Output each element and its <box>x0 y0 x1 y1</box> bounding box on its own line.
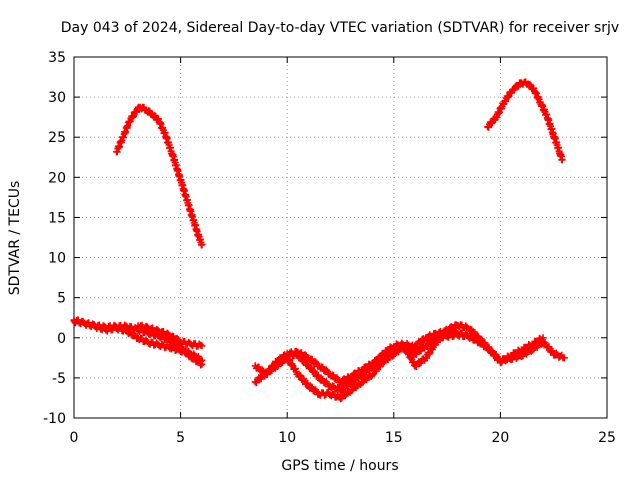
y-tick-label: 5 <box>57 291 66 307</box>
y-tick-label: 20 <box>48 170 66 186</box>
plot-area-frame <box>73 56 608 419</box>
y-axis-label: SDTVAR / TECUs <box>7 181 23 296</box>
data-markers <box>484 78 566 164</box>
data-markers <box>134 321 206 350</box>
data-markers <box>411 327 483 350</box>
y-tick-label: 35 <box>48 50 66 66</box>
x-tick-label: 5 <box>176 430 185 446</box>
series-mid-3 <box>283 346 398 387</box>
series-arc-2 <box>484 78 566 164</box>
data-markers <box>113 103 206 249</box>
chart-title: Day 043 of 2024, Sidereal Day-to-day VTE… <box>61 20 619 36</box>
x-tick-label: 10 <box>278 430 296 446</box>
axis-ticks <box>73 56 608 419</box>
x-tick-label: 15 <box>385 430 403 446</box>
y-tick-label: 25 <box>48 130 66 146</box>
series-low-2 <box>70 316 206 365</box>
x-tick-label: 0 <box>70 430 79 446</box>
grid <box>74 57 607 418</box>
series-arc-1 <box>113 103 206 249</box>
data-markers <box>283 346 398 387</box>
y-tick-label: 30 <box>48 90 66 106</box>
x-tick-label: 25 <box>598 430 616 446</box>
y-tick-label: 0 <box>57 331 66 347</box>
y-tick-label: -5 <box>52 371 66 387</box>
series-late-3 <box>411 327 483 350</box>
x-tick-label: 20 <box>491 430 509 446</box>
data-markers <box>70 316 206 365</box>
series-low-3 <box>134 321 206 350</box>
y-tick-label: 10 <box>48 251 66 267</box>
data-series <box>70 78 568 403</box>
axis-tick-labels: 0 5 10 15 20 25 -10 -5 0 5 10 15 20 25 30 35 <box>43 50 616 446</box>
x-axis-label: GPS time / hours <box>281 458 398 474</box>
y-tick-label: -10 <box>43 411 66 427</box>
y-tick-label: 15 <box>48 210 66 226</box>
